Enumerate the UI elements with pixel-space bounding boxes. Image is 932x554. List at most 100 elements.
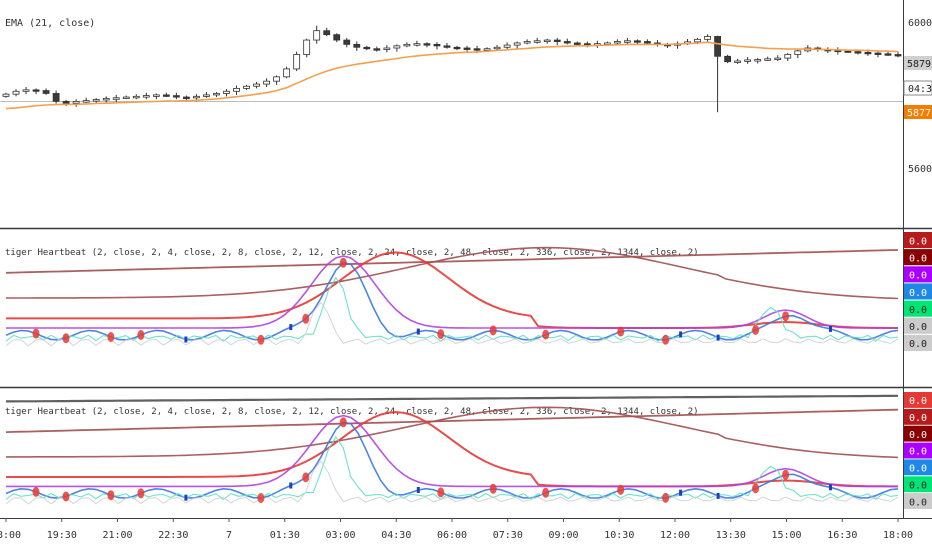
candles-group bbox=[2, 25, 902, 113]
scale-tag-bg bbox=[904, 408, 932, 425]
candle-body bbox=[734, 60, 742, 63]
candle-body bbox=[12, 90, 20, 95]
signal-marker-red bbox=[542, 487, 550, 498]
candle-body bbox=[72, 100, 80, 104]
x-tick-label: 12:00 bbox=[660, 530, 690, 541]
candle-body bbox=[82, 100, 90, 103]
signal-marker-red bbox=[137, 488, 145, 499]
y-tick-label: 6000.0 bbox=[908, 18, 932, 29]
candle-body bbox=[764, 58, 772, 61]
scale-tag: 0.0 bbox=[909, 288, 927, 299]
scale-tag-bg bbox=[904, 493, 932, 509]
scale-tag: 0.0 bbox=[909, 480, 927, 491]
oscillator-2-scale: 0.0 0.0 0.0 0.0 0.0 0.0 0.0 bbox=[904, 392, 932, 509]
scale-tag-bg bbox=[904, 476, 932, 493]
signal-marker-blue bbox=[829, 325, 832, 332]
signal-marker-red bbox=[542, 329, 550, 340]
x-tick-label: 22:30 bbox=[158, 530, 188, 541]
candle-body bbox=[784, 54, 792, 59]
candle-body bbox=[313, 30, 321, 41]
oscillator-pane-1: tiger Heartbeat (2, close, 2, 4, close, … bbox=[5, 232, 932, 351]
osc-line-336 bbox=[5, 249, 899, 274]
signal-marker-blue bbox=[716, 334, 720, 341]
candle-body bbox=[513, 42, 521, 46]
signal-marker-red bbox=[782, 469, 790, 480]
signal-marker-blue bbox=[416, 487, 420, 493]
x-tick-label: 03:00 bbox=[325, 530, 355, 541]
signal-marker-red bbox=[489, 325, 497, 336]
scale-tag-bg bbox=[904, 425, 932, 442]
scale-tag: 0.0 bbox=[909, 430, 927, 441]
oscillator-label: tiger Heartbeat (2, close, 2, 4, close, … bbox=[5, 248, 699, 258]
signal-marker-blue bbox=[679, 331, 683, 338]
scale-tag: 0.0 bbox=[909, 271, 927, 282]
candle-body bbox=[363, 46, 371, 50]
signal-marker-red bbox=[752, 325, 760, 335]
signal-marker-red bbox=[137, 330, 145, 340]
signal-marker-blue bbox=[289, 482, 293, 489]
candle-body bbox=[724, 55, 732, 63]
signal-marker-blue bbox=[184, 336, 188, 343]
candle-body bbox=[453, 46, 461, 50]
scale-tag-bg bbox=[904, 283, 932, 300]
candle-body bbox=[613, 41, 621, 44]
candle-body bbox=[553, 39, 561, 42]
scale-tag-bg bbox=[904, 266, 932, 283]
countdown-tag: 04:35 bbox=[908, 84, 932, 95]
candle-body bbox=[233, 87, 240, 92]
candle-body bbox=[403, 43, 411, 47]
x-tick-label: 10:30 bbox=[604, 530, 634, 541]
osc-line-2 bbox=[5, 460, 899, 505]
signal-marker-red bbox=[257, 493, 265, 503]
candle-body bbox=[754, 59, 762, 62]
signal-marker-red bbox=[339, 417, 347, 428]
candle-body bbox=[423, 43, 431, 46]
candle-body bbox=[844, 50, 852, 53]
signal-marker-red bbox=[32, 328, 40, 339]
ema-tag-bg bbox=[904, 105, 932, 119]
candle-body bbox=[283, 68, 291, 78]
candle-body bbox=[523, 41, 531, 44]
oscillator-1-lines bbox=[5, 246, 899, 347]
candle-body bbox=[714, 36, 721, 57]
signal-marker-red bbox=[662, 334, 670, 345]
candle-body bbox=[573, 42, 581, 45]
x-tick-label: 15:00 bbox=[771, 530, 801, 541]
x-tick-label: 09:00 bbox=[548, 530, 578, 541]
candle-body bbox=[463, 47, 471, 50]
signal-marker-red bbox=[32, 486, 40, 497]
scale-tag-bg bbox=[904, 249, 932, 266]
signal-marker-blue bbox=[716, 492, 720, 499]
candle-body bbox=[413, 43, 421, 46]
candle-body bbox=[142, 95, 150, 98]
candle-body bbox=[323, 30, 331, 36]
signal-marker-red bbox=[302, 313, 310, 324]
scale-tag: 0.0 bbox=[909, 236, 927, 247]
candle-body bbox=[794, 50, 802, 55]
candle-body bbox=[894, 54, 902, 57]
x-tick-label: 13:30 bbox=[716, 530, 746, 541]
candle-body bbox=[373, 48, 381, 51]
candle-body bbox=[353, 43, 361, 48]
candle-body bbox=[704, 36, 711, 40]
candle-body bbox=[273, 76, 281, 82]
candle-body bbox=[132, 95, 140, 99]
candle-body bbox=[634, 40, 641, 43]
candle-body bbox=[122, 96, 130, 99]
signal-marker-red bbox=[107, 332, 115, 342]
last-price-tag-bg bbox=[904, 56, 932, 70]
osc-line-2 bbox=[5, 301, 899, 347]
candle-body bbox=[42, 90, 50, 94]
scale-tag-bg bbox=[904, 317, 932, 334]
candle-body bbox=[193, 95, 200, 99]
x-tick-label: 07:30 bbox=[493, 530, 523, 541]
osc-line-1344 bbox=[6, 394, 899, 403]
oscillator-label: tiger Heartbeat (2, close, 2, 4, close, … bbox=[5, 407, 699, 417]
signal-marker-blue bbox=[829, 484, 832, 491]
scale-tag-bg bbox=[904, 459, 932, 476]
scale-tag-bg bbox=[904, 300, 932, 317]
candle-body bbox=[2, 93, 10, 97]
